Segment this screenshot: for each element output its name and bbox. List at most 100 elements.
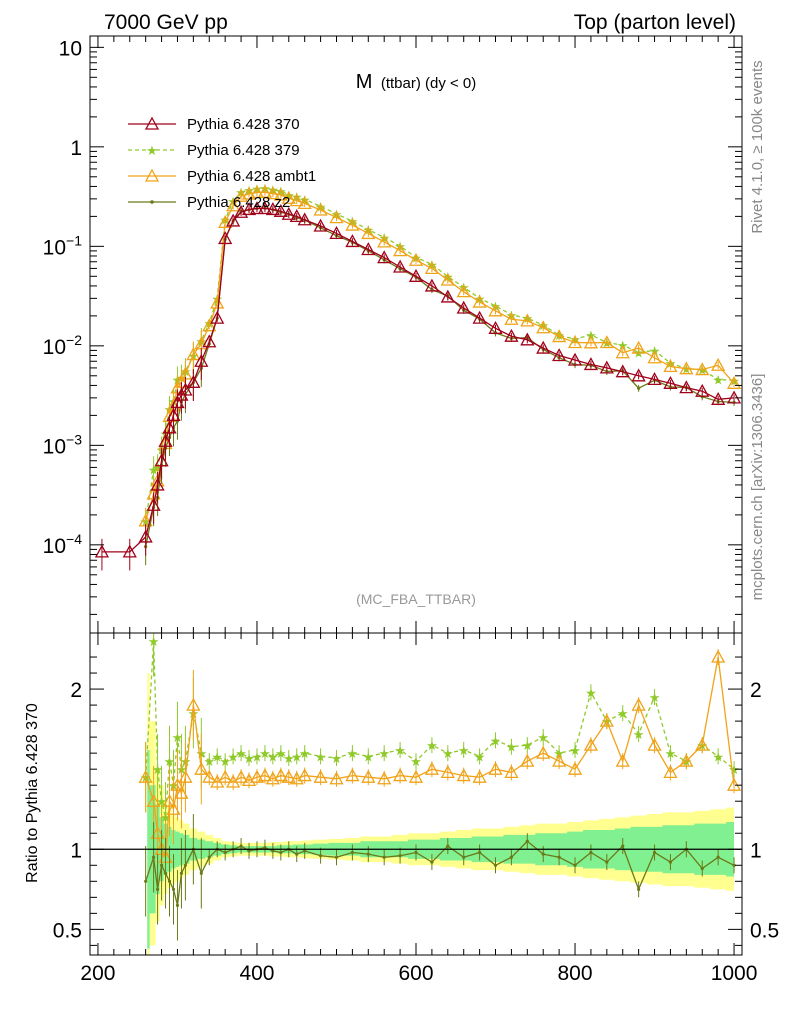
ratio-point-p379: ★ <box>585 685 597 700</box>
series-point-p370 <box>146 497 161 511</box>
series-point-p370 <box>218 231 233 245</box>
series-point-p370 <box>273 203 288 217</box>
main-y-tick-label: 10−2 <box>43 332 83 359</box>
series-point-ambt1 <box>567 335 583 349</box>
ratio-y-tick-label-right: 0.5 <box>750 919 779 942</box>
ratio-point-z2 <box>334 855 339 859</box>
series-point-p379: ★ <box>458 280 470 295</box>
ratio-line-ambt1 <box>145 656 735 860</box>
series-point-ambt1 <box>647 350 662 364</box>
ratio-point-ambt1 <box>440 765 455 779</box>
series-point-p370 <box>150 477 165 491</box>
ratio-point-ambt1 <box>281 769 296 783</box>
ratio-point-z2 <box>525 839 529 843</box>
ratio-point-p379: ★ <box>442 746 454 761</box>
series-point-p370 <box>313 218 328 232</box>
ratio-point-p379: ★ <box>172 730 184 745</box>
series-point-ambt1 <box>249 185 265 199</box>
series-point-p370 <box>361 242 376 256</box>
series-point-ambt1 <box>408 252 424 266</box>
series-point-p370 <box>488 320 503 334</box>
ratio-point-ambt1 <box>361 769 376 783</box>
series-point-p370 <box>504 328 519 342</box>
series-point-p370 <box>567 352 583 366</box>
ratio-point-z2 <box>700 866 704 871</box>
main-y-tick-base: 10 <box>59 37 82 60</box>
ratio-point-ambt1 <box>424 761 439 775</box>
series-point-ambt1 <box>663 359 678 373</box>
ratio-x-axis: 200 400 600 800 1000 <box>80 633 757 985</box>
ratio-line-p379 <box>145 640 735 818</box>
legend-label-p370: Pythia 6.428 370 <box>187 116 300 133</box>
series-line-ambt1 <box>145 191 735 522</box>
ratio-point-p379: ★ <box>267 749 279 764</box>
ratio-point-z2 <box>159 863 164 867</box>
ratio-point-z2 <box>350 850 354 855</box>
ratio-point-p379: ★ <box>251 749 263 764</box>
ratio-point-p379: ★ <box>315 749 327 764</box>
ratio-point-z2 <box>509 855 514 859</box>
ratio-y-tick-label-left: 0.5 <box>53 919 82 942</box>
ratio-point-ambt1 <box>218 769 233 783</box>
series-point-ambt1 <box>583 335 599 349</box>
series-point-p370 <box>615 364 630 378</box>
series-point-p370 <box>440 289 455 303</box>
ratio-frame <box>89 632 743 956</box>
ratio-point-z2 <box>398 854 402 858</box>
ratio-point-z2 <box>462 855 466 859</box>
series-line-p370 <box>101 207 735 553</box>
ratio-point-p379: ★ <box>243 751 255 766</box>
ratio-point-ambt1 <box>166 801 181 815</box>
ratio-point-p379: ★ <box>275 746 287 761</box>
ratio-panel: ★★★★★★★★★★★★★★★★★★★★★★★★★ ★ ★ ★ ★ ★ ★★★★ ★ ★★ ★ ★★… <box>53 632 779 985</box>
ratio-point-ambt1 <box>377 771 392 785</box>
ratio-point-z2 <box>318 854 323 858</box>
ratio-point-p379: ★ <box>521 738 533 753</box>
series-point-p370 <box>170 395 185 409</box>
ratio-point-z2 <box>637 887 641 891</box>
series-point-p370 <box>257 201 273 215</box>
series-point-ambt1 <box>679 361 694 375</box>
ratio-point-ambt1 <box>711 649 726 663</box>
ratio-point-z2 <box>152 855 156 859</box>
series-point-ambt1 <box>536 320 551 334</box>
ratio-point-z2 <box>171 887 176 891</box>
ratio-point-p379: ★ <box>164 754 176 769</box>
ratio-point-z2 <box>605 860 609 864</box>
ratio-point-p379: ★ <box>633 727 645 742</box>
ratio-point-ambt1 <box>599 713 614 727</box>
ratio-y-tick-label-right: 2 <box>750 679 762 702</box>
series-point-ambt1 <box>289 193 304 207</box>
ratio-point-p379: ★ <box>506 740 518 755</box>
series-line-p379 <box>145 187 735 521</box>
series-point-p379: ★ <box>347 214 359 229</box>
series-point-ambt1 <box>472 294 487 308</box>
series-point-p379: ★ <box>394 239 406 254</box>
ratio-point-z2 <box>621 844 625 848</box>
ratio-point-z2 <box>414 850 418 855</box>
ratio-point-z2 <box>167 879 172 883</box>
ratio-point-p379: ★ <box>203 754 215 769</box>
series-point-p370 <box>552 348 567 362</box>
ratio-point-z2 <box>366 852 370 856</box>
ratio-point-ambt1 <box>583 737 599 751</box>
ratio-point-p379: ★ <box>712 749 724 764</box>
series-point-p370 <box>408 268 424 282</box>
ratio-point-ambt1 <box>504 765 519 779</box>
ratio-point-z2 <box>732 863 736 867</box>
ratio-point-ambt1 <box>249 769 265 783</box>
ratio-point-ambt1 <box>488 761 503 775</box>
ratio-point-z2 <box>541 852 545 856</box>
ratio-point-z2 <box>652 850 657 855</box>
main-y-tick-base: 10 <box>43 435 66 458</box>
ratio-point-z2 <box>716 855 720 859</box>
series-point-p379: ★ <box>148 462 160 477</box>
series-point-p370 <box>162 420 177 434</box>
series-point-ambt1 <box>186 347 201 361</box>
ratio-y-tick-label-right: 1 <box>750 839 762 862</box>
main-y-tick-label: 10−1 <box>43 232 83 259</box>
ratio-point-ambt1 <box>615 753 630 767</box>
ratio-point-z2 <box>199 871 203 875</box>
ratio-point-z2 <box>478 850 482 855</box>
